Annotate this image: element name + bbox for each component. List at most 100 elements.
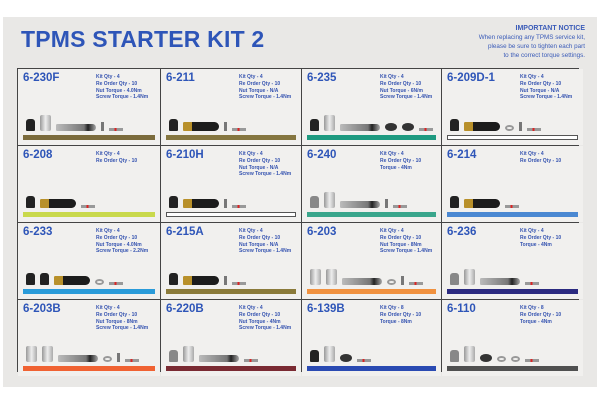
kit-card: 6-233 Kit Qty - 4 Re Order Qty - 10 Nut Tor… (18, 223, 160, 299)
kit-card: 6-214 Kit Qty - 4 Re Order Qty - 10 (442, 146, 583, 222)
screw-icon (101, 122, 104, 131)
spec-line: Re Order Qty - 10 (520, 311, 562, 318)
ring-icon (95, 279, 104, 285)
kit-specs: Kit Qty - 4 Re Order Qty - 10 (520, 151, 561, 165)
spec-line: Kit Qty - 4 (520, 74, 544, 80)
spec-line: Kit Qty - 8 (380, 305, 404, 311)
sleeve-icon (464, 346, 475, 362)
screw-icon (519, 122, 522, 131)
nut-icon (340, 354, 352, 362)
spec-line: Torque - 8Nm (380, 318, 412, 325)
color-bar (166, 289, 296, 294)
kit-parts (26, 259, 152, 285)
kit-specs: Kit Qty - 4 Re Order Qty - 10 Nut Torque -… (96, 228, 148, 255)
cap-icon (26, 196, 35, 208)
kit-card: 6-235 Kit Qty - 4 Re Order Qty - 10 Nut Tor… (302, 69, 441, 145)
kit-parts (450, 336, 575, 362)
stem-rubber-icon (464, 122, 500, 131)
color-bar (166, 366, 296, 371)
kit-code: 6-214 (447, 149, 477, 161)
kit-parts (450, 105, 575, 131)
spec-line: Kit Qty - 4 (239, 74, 263, 80)
kit-specs: Kit Qty - 4 Re Order Qty - 10 Nut Torque -… (380, 74, 432, 101)
screw-icon (385, 199, 388, 208)
ring-icon (505, 125, 514, 131)
cap-icon (310, 119, 319, 131)
kit-parts (169, 182, 293, 208)
kit-specs: Kit Qty - 4 Re Order Qty - 10 Nut Torque -… (239, 228, 291, 255)
spec-line: Re Order Qty - 10 (239, 234, 281, 241)
cap-icon (40, 273, 49, 285)
kit-code: 6-211 (166, 72, 195, 84)
kit-parts (450, 259, 575, 285)
sleeve-icon (40, 115, 51, 131)
kit-code: 6-240 (307, 149, 337, 161)
core-icon (109, 128, 123, 131)
cap-icon (169, 196, 178, 208)
stem-metal-icon (342, 278, 382, 285)
spec-line: Re Order Qty - 10 (96, 157, 138, 164)
kit-code: 6-235 (307, 72, 337, 84)
spec-line: Screw Torque - 1.4Nm (239, 94, 292, 101)
core-icon (232, 205, 246, 208)
kit-parts (169, 336, 293, 362)
core-icon (409, 282, 423, 285)
kit-parts (26, 182, 152, 208)
spec-line: Re Order Qty - 10 (239, 157, 281, 164)
ring-icon (497, 356, 506, 362)
notice-line: please be sure to tighten each part (488, 43, 585, 50)
kit-code: 6-210H (166, 149, 204, 161)
core-icon (525, 359, 539, 362)
cap-icon (169, 350, 178, 362)
notice-line: When replacing any TPMS service kit, (478, 34, 585, 41)
kit-board: TPMS STARTER KIT 2 IMPORTANT NOTICE When… (3, 17, 597, 387)
spec-line: Kit Qty - 4 (239, 305, 263, 311)
spec-line: Screw Torque - 1.4Nm (380, 248, 433, 255)
color-bar (166, 212, 296, 217)
color-bar (447, 366, 578, 371)
kit-parts (450, 182, 575, 208)
spec-line: Re Order Qty - 10 (520, 80, 562, 87)
spec-line: Re Order Qty - 10 (380, 157, 422, 164)
kit-specs: Kit Qty - 4 Re Order Qty - 10 Nut Torque -… (520, 74, 572, 101)
kit-card: 6-209D-1 Kit Qty - 4 Re Order Qty - 10 Nut … (442, 69, 583, 145)
spec-line: Kit Qty - 4 (96, 305, 120, 311)
kit-card: 6-203 Kit Qty - 4 Re Order Qty - 10 Nut Tor… (302, 223, 441, 299)
spec-line: Re Order Qty - 10 (96, 311, 138, 318)
screw-icon (117, 353, 120, 362)
cap-icon (450, 119, 459, 131)
spec-line: Kit Qty - 4 (239, 228, 263, 234)
kit-specs: Kit Qty - 4 Re Order Qty - 10 Nut Torque -… (96, 74, 148, 101)
kit-card: 6-230F Kit Qty - 4 Re Order Qty - 10 Nut To… (18, 69, 160, 145)
kit-specs: Kit Qty - 4 Re Order Qty - 10 Torque - 4Nm (520, 228, 561, 248)
cap-icon (450, 273, 459, 285)
kit-code: 6-220B (166, 303, 204, 315)
spec-line: Screw Torque - 1.4Nm (239, 325, 292, 332)
sleeve-icon (183, 346, 194, 362)
spec-line: Kit Qty - 4 (380, 228, 404, 234)
spec-line: Re Order Qty - 10 (380, 311, 422, 318)
ring-icon (103, 356, 112, 362)
stem-metal-icon (58, 355, 98, 362)
kit-parts (310, 336, 433, 362)
color-bar (447, 212, 578, 217)
spec-line: Kit Qty - 4 (520, 151, 544, 157)
sleeve-icon (42, 346, 53, 362)
stem-rubber-icon (183, 122, 219, 131)
spec-line: Re Order Qty - 10 (380, 80, 422, 87)
spec-line: Kit Qty - 4 (96, 151, 120, 157)
color-bar (307, 366, 436, 371)
spec-line: Nut Torque - 4.0Nm (96, 87, 142, 94)
cap-icon (169, 273, 178, 285)
kit-code: 6-203B (23, 303, 61, 315)
kit-specs: Kit Qty - 4 Re Order Qty - 10 Nut Torque -… (380, 228, 432, 255)
cap-icon (310, 196, 319, 208)
sleeve-icon (324, 115, 335, 131)
kit-specs: Kit Qty - 4 Re Order Qty - 10 (96, 151, 137, 165)
spec-line: Screw Torque - 2.2Nm (96, 248, 149, 255)
kit-specs: Kit Qty - 4 Re Order Qty - 10 Torque - 4Nm (380, 151, 421, 171)
kit-card: 6-210H Kit Qty - 4 Re Order Qty - 10 Nut To… (161, 146, 301, 222)
screw-icon (401, 276, 404, 285)
color-bar (23, 289, 155, 294)
core-icon (505, 205, 519, 208)
